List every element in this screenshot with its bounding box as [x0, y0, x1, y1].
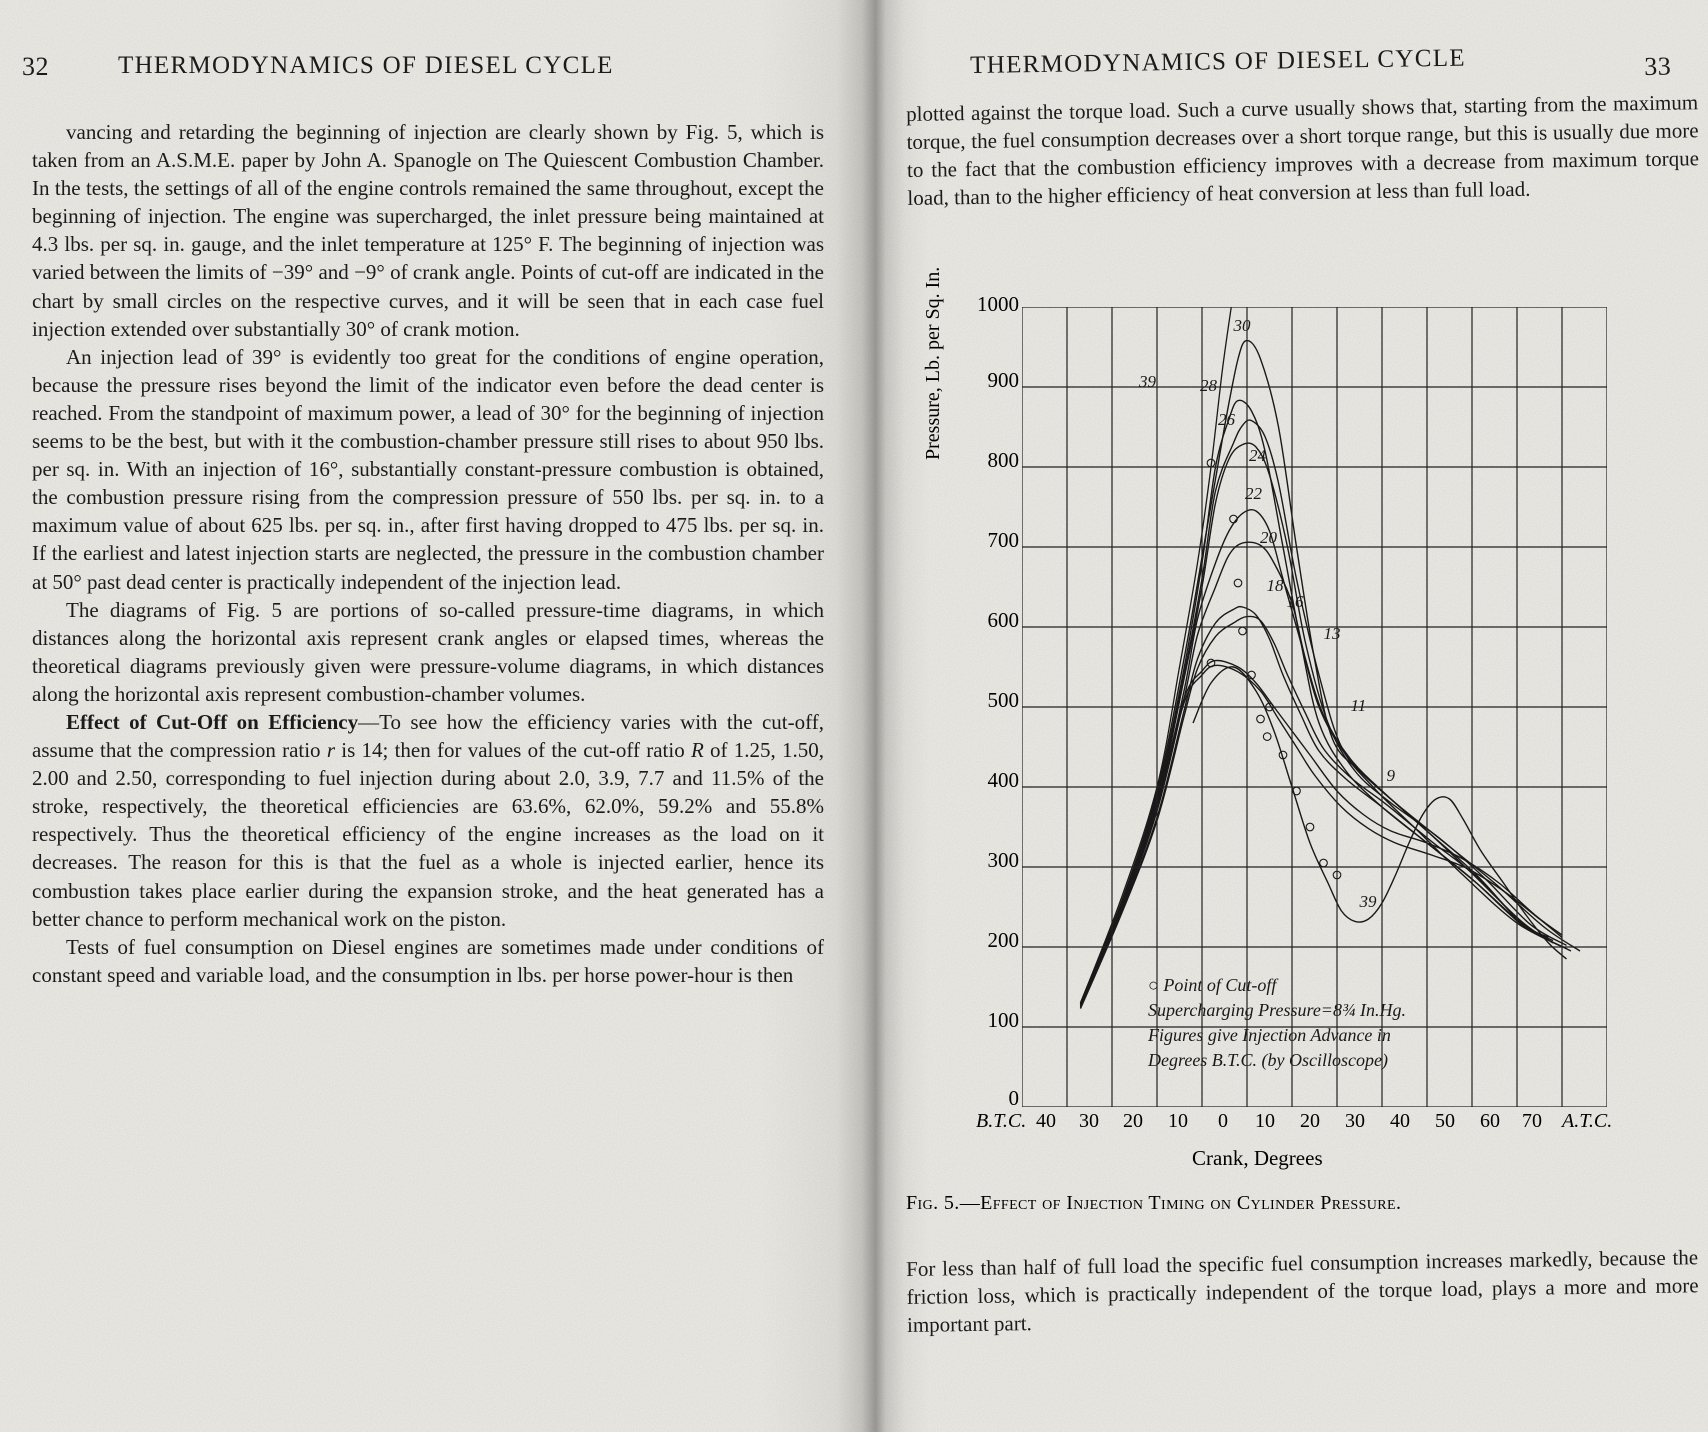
svg-text:20: 20 — [1260, 528, 1278, 547]
svg-text:11: 11 — [1351, 696, 1367, 715]
svg-text:22: 22 — [1245, 484, 1263, 503]
svg-text:24: 24 — [1249, 446, 1267, 465]
svg-text:39: 39 — [1359, 892, 1378, 911]
svg-text:28: 28 — [1200, 376, 1218, 395]
svg-text:○ Point of Cut-off: ○ Point of Cut-off — [1148, 975, 1279, 995]
svg-text:16: 16 — [1287, 592, 1305, 611]
svg-text:26: 26 — [1218, 410, 1236, 429]
svg-text:39: 39 — [1138, 372, 1157, 391]
svg-text:9: 9 — [1387, 766, 1396, 785]
svg-text:Figures give Injection Advance: Figures give Injection Advance in — [1147, 1025, 1391, 1045]
svg-text:Supercharging Pressure=8¾ In.H: Supercharging Pressure=8¾ In.Hg. — [1148, 1000, 1406, 1020]
svg-text:Degrees B.T.C. (by Oscilloscop: Degrees B.T.C. (by Oscilloscope) — [1147, 1050, 1388, 1071]
svg-text:30: 30 — [1233, 316, 1252, 335]
svg-text:18: 18 — [1267, 576, 1285, 595]
